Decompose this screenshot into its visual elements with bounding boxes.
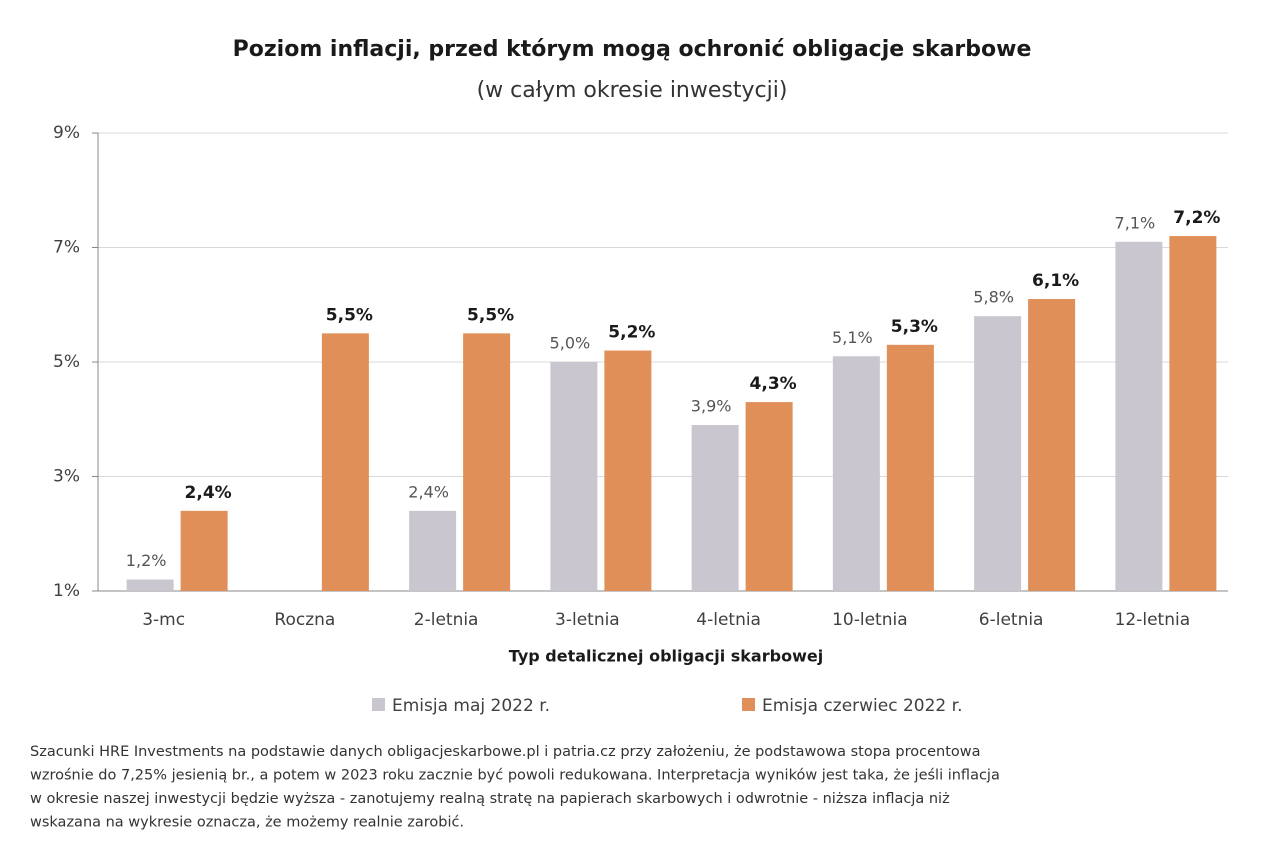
legend-swatch [742,698,755,711]
x-tick-label: 2-letnia [414,610,479,630]
bar [886,344,934,591]
data-label: 5,0% [550,334,591,353]
data-label: 5,5% [467,305,514,325]
data-label: 4,3% [750,374,797,394]
bar [126,579,174,591]
x-tick-label: 6-letnia [979,610,1044,630]
legend-label: Emisja maj 2022 r. [392,696,550,716]
x-tick-label: 12-letnia [1115,610,1191,630]
data-label: 2,4% [408,482,449,501]
chart-subtitle: (w całym okresie inwestycji) [477,78,788,103]
data-label: 2,4% [185,483,232,503]
bar [1115,241,1163,591]
y-tick-label: 3% [53,467,80,487]
data-label: 5,3% [891,317,938,337]
x-tick-label: 4-letnia [696,610,761,630]
bar [745,402,793,591]
x-tick-label: 3-mc [142,610,185,630]
footnote: w okresie naszej inwestycji będzie wyższ… [30,791,950,807]
legend-label: Emisja czerwiec 2022 r. [762,696,962,716]
bar [1169,236,1217,592]
data-label: 7,2% [1173,208,1220,228]
y-tick-label: 9% [53,123,80,143]
bar [974,316,1022,591]
bar [180,510,228,591]
bar [832,356,880,591]
data-label: 5,5% [326,305,373,325]
x-tick-label: Roczna [274,610,335,630]
bar [550,362,598,591]
x-tick-label: 3-letnia [555,610,620,630]
data-label: 5,8% [973,288,1014,307]
data-label: 7,1% [1115,213,1156,232]
bar [1028,299,1076,591]
data-label: 1,2% [126,551,167,570]
legend-swatch [372,698,385,711]
data-label: 3,9% [691,396,732,415]
x-tick-label: 10-letnia [832,610,908,630]
bar [691,424,739,591]
bar [409,510,457,591]
data-label: 5,1% [832,328,873,347]
footnote: Szacunki HRE Investments na podstawie da… [30,744,981,760]
y-tick-label: 1% [53,581,80,601]
bar [463,333,511,591]
x-axis-title: Typ detalicznej obligacji skarbowej [509,647,823,666]
data-label: 6,1% [1032,271,1079,291]
chart-title: Poziom inflacji, przed którym mogą ochro… [233,37,1032,62]
footnote: wskazana na wykresie oznacza, że możemy … [30,815,464,831]
data-label: 5,2% [608,323,655,343]
y-tick-label: 5% [53,352,80,372]
footnote: wzrośnie do 7,25% jesienią br., a potem … [30,768,1000,784]
y-tick-label: 7% [53,238,80,258]
bar [604,350,652,591]
bar [321,333,369,591]
